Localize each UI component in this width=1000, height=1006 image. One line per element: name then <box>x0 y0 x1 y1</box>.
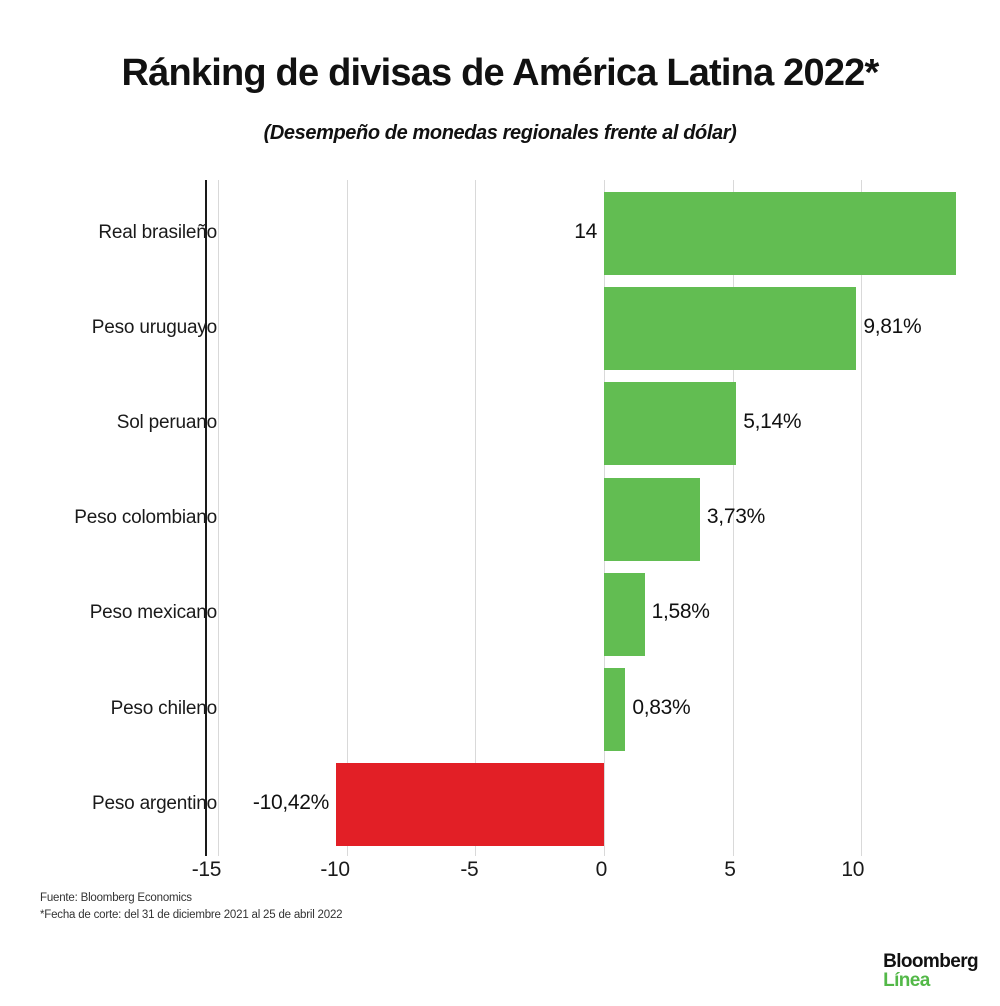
bar[interactable] <box>335 763 604 847</box>
x-tick-label: -10 <box>320 858 350 881</box>
y-axis-spine <box>205 180 207 856</box>
category-label: Peso mexicano <box>89 602 218 624</box>
category-label: Peso chileno <box>110 697 218 719</box>
footnotes: Fuente: Bloomberg Economics *Fecha de co… <box>40 890 343 924</box>
bar-value-label: 0,83% <box>632 695 691 719</box>
footnote-source: Fuente: Bloomberg Economics <box>40 892 192 904</box>
bar[interactable] <box>604 572 645 656</box>
category-label: Peso colombiano <box>74 507 217 529</box>
logo-linea-text: Línea <box>883 970 930 991</box>
x-tick-label: -5 <box>460 858 479 881</box>
x-tick-label: 10 <box>841 858 865 881</box>
bar-value-label: 1,58% <box>651 600 710 624</box>
bar-value-label: 3,73% <box>706 505 765 529</box>
page-title: Ránking de divisas de América Latina 202… <box>121 52 880 94</box>
gridline-neg15 <box>218 180 220 856</box>
category-label: Sol peruano <box>116 411 217 433</box>
bloomberg-linea-logo: Bloomberg Línea <box>883 952 978 990</box>
category-label: Peso uruguayo <box>91 316 217 338</box>
page-subtitle: (Desempeño de monedas regionales frente … <box>263 122 737 144</box>
bar[interactable] <box>604 477 700 561</box>
bar-value-label: -10,42% <box>252 790 329 814</box>
bar[interactable] <box>604 382 737 466</box>
footnote-cutoff: *Fecha de corte: del 31 de diciembre 202… <box>40 909 343 921</box>
bar[interactable] <box>604 192 957 275</box>
bar-value-label: 9,81% <box>863 314 922 338</box>
x-tick-label: 5 <box>724 858 736 881</box>
bar[interactable] <box>604 668 626 751</box>
bar[interactable] <box>604 287 857 371</box>
gridline-10 <box>861 180 863 856</box>
logo-bloomberg-text: Bloomberg <box>883 951 978 972</box>
gridline-neg10 <box>346 180 348 856</box>
gridline-neg5 <box>475 180 477 856</box>
bar-value-label: 14 <box>574 219 597 243</box>
x-tick-label: 0 <box>595 858 608 881</box>
category-label: Real brasileño <box>98 221 217 243</box>
category-label: Peso argentino <box>91 792 217 814</box>
x-tick-label: -15 <box>191 858 222 881</box>
bar-value-label: 5,14% <box>743 409 802 433</box>
